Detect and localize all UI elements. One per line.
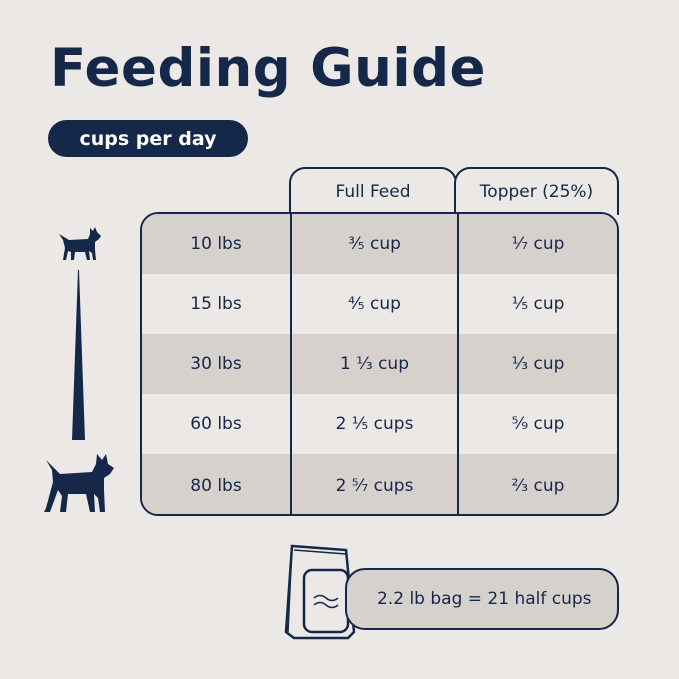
weight-cell: 10 lbs (190, 234, 242, 254)
table-row: 80 lbs 2 ⁵⁄₇ cups ²⁄₃ cup (142, 454, 617, 514)
weight-cell: 80 lbs (190, 476, 242, 496)
full-feed-cell: 2 ¹⁄₅ cups (290, 394, 457, 454)
units-badge: cups per day (48, 120, 248, 157)
large-dog-icon (44, 454, 114, 512)
table-row: 60 lbs 2 ¹⁄₅ cups ⁵⁄₉ cup (142, 394, 617, 454)
page-title: Feeding Guide (50, 38, 486, 99)
topper-cell: ⁵⁄₉ cup (457, 394, 617, 454)
full-feed-cell: 1 ¹⁄₃ cup (290, 334, 457, 394)
table-row: 10 lbs ³⁄₅ cup ¹⁄₇ cup (142, 214, 617, 274)
small-dog-icon (59, 227, 101, 260)
header-topper: Topper (25%) (454, 167, 619, 215)
full-feed-cell: 2 ⁵⁄₇ cups (290, 454, 457, 514)
bag-info-label: 2.2 lb bag = 21 half cups (345, 568, 619, 630)
topper-cell: ¹⁄₃ cup (457, 334, 617, 394)
topper-cell: ²⁄₃ cup (457, 454, 617, 514)
weight-cell: 15 lbs (190, 294, 242, 314)
weight-cell: 30 lbs (190, 354, 242, 374)
food-bag-icon (284, 544, 356, 640)
table-row: 15 lbs ⁴⁄₅ cup ¹⁄₅ cup (142, 274, 617, 334)
size-wedge-icon (72, 270, 85, 440)
weight-cell: 60 lbs (190, 414, 242, 434)
table-row: 30 lbs 1 ¹⁄₃ cup ¹⁄₃ cup (142, 334, 617, 394)
header-full-feed: Full Feed (289, 167, 457, 215)
full-feed-cell: ³⁄₅ cup (290, 214, 457, 274)
full-feed-cell: ⁴⁄₅ cup (290, 274, 457, 334)
topper-cell: ¹⁄₅ cup (457, 274, 617, 334)
topper-cell: ¹⁄₇ cup (457, 214, 617, 274)
feeding-table: 10 lbs ³⁄₅ cup ¹⁄₇ cup 15 lbs ⁴⁄₅ cup ¹⁄… (140, 212, 619, 516)
